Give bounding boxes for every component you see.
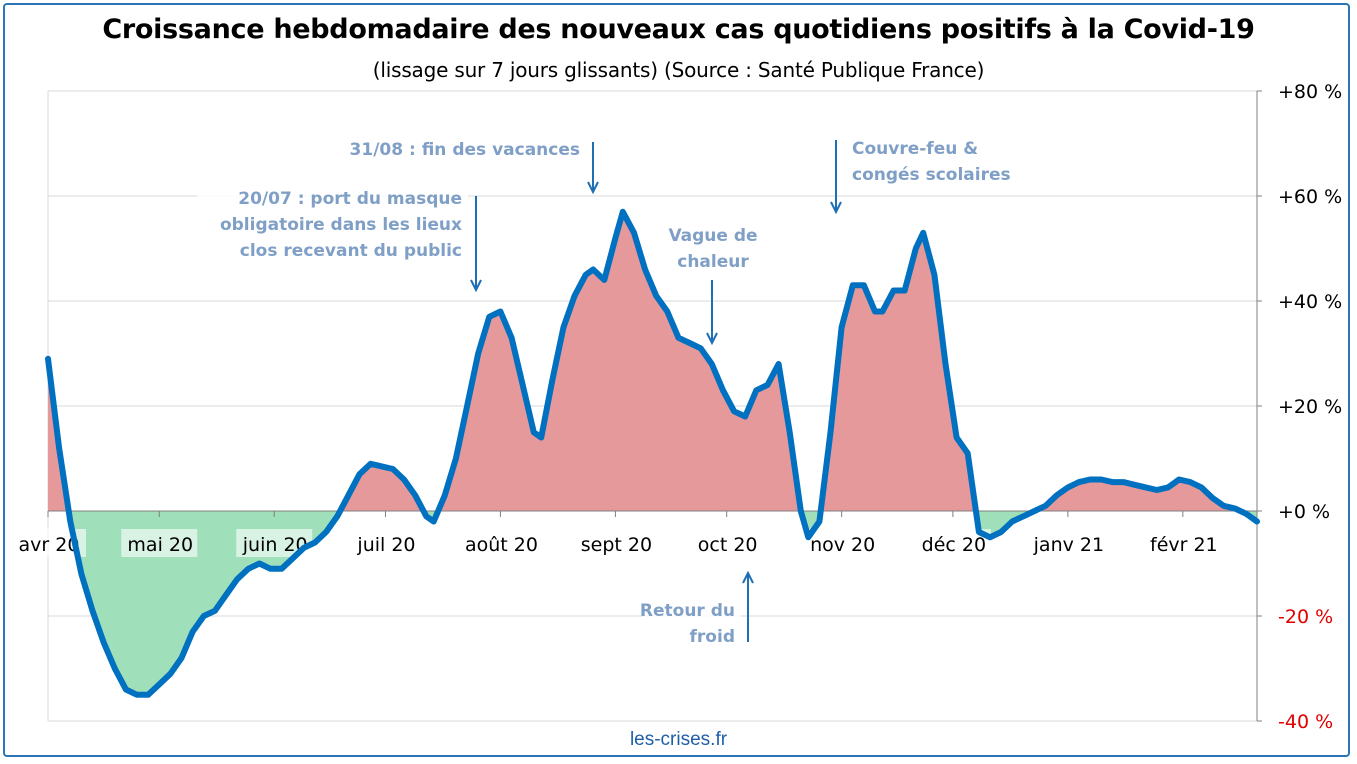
- x-tick-group: mai 20: [121, 529, 198, 557]
- annotation-bg: [196, 184, 469, 266]
- x-tick-label: août 20: [465, 534, 538, 556]
- x-tick-bg: [121, 529, 198, 557]
- x-tick-group: juil 20: [347, 529, 424, 557]
- x-tick-group: oct 20: [688, 529, 765, 557]
- annotation-arrowhead: [742, 570, 754, 584]
- series-line: [45, 208, 1260, 698]
- x-tick-bg: [462, 529, 539, 557]
- x-tick-group: nov 20: [803, 529, 880, 557]
- axis-layer: +80 % +60 % +40 % +20 % +0 % -20 % -40 % avr 20…: [10, 81, 1342, 733]
- chart-frame: [3, 3, 1350, 757]
- annotation-arrowhead: [830, 201, 842, 215]
- annotation: Vague de chaleur: [668, 221, 758, 346]
- annotation-text: 31/08 : fin des vacances: [350, 140, 580, 160]
- x-tick-bg: [688, 529, 765, 557]
- x-tick-bg: [577, 529, 654, 557]
- x-tick-group: déc 20: [914, 529, 991, 557]
- annotation-text: clos recevant du public: [240, 241, 462, 261]
- chart-subtitle: (lissage sur 7 jours glissants) (Source …: [372, 58, 985, 82]
- x-tick-group: févr 21: [1144, 529, 1221, 557]
- y-tick-label: -40 %: [1278, 711, 1333, 733]
- x-tick-group: janv 21: [1029, 529, 1106, 557]
- annotation-text: Couvre-feu &: [852, 139, 978, 159]
- x-tick-label: mai 20: [127, 534, 193, 556]
- annotation-text: obligatoire dans les lieux: [220, 215, 462, 235]
- annotation-text: Retour du: [640, 601, 735, 621]
- y-tick-label: +40 %: [1278, 291, 1342, 313]
- annotation-arrowhead: [587, 181, 599, 195]
- annotation-bg: [343, 135, 586, 165]
- chart-title: Croissance hebdomadaire des nouveaux cas…: [102, 14, 1255, 45]
- annotation-text: froid: [690, 627, 735, 647]
- x-tick-label: sept 20: [581, 534, 652, 556]
- x-tick-group: sept 20: [577, 529, 654, 557]
- y-tick-label: +0 %: [1278, 501, 1330, 523]
- x-tick-label: déc 20: [922, 534, 986, 556]
- x-tick-label: févr 21: [1150, 534, 1218, 556]
- y-tick-label: +80 %: [1278, 81, 1342, 103]
- annotation-bg: [668, 221, 758, 277]
- annotation: Retour du froid: [640, 570, 754, 652]
- y-tick-label: +60 %: [1278, 186, 1342, 208]
- x-tick-bg: [1029, 529, 1106, 557]
- x-tick-label: nov 20: [810, 534, 875, 556]
- x-tick-bg: [1144, 529, 1221, 557]
- x-tick-bg: [803, 529, 880, 557]
- annotation-bg: [846, 134, 1012, 190]
- annotation: 31/08 : fin des vacances: [343, 135, 599, 195]
- x-tick-group: août 20: [462, 529, 539, 557]
- annotation-arrowhead: [470, 279, 482, 293]
- x-tick-label: juin 20: [242, 534, 308, 556]
- x-tick-bg: [347, 529, 424, 557]
- x-tick-label: oct 20: [698, 534, 758, 556]
- annotation-text: congés scolaires: [852, 165, 1011, 185]
- annotation: 20/07 : port du masque obligatoire dans l…: [196, 184, 482, 293]
- annotation-layer: 20/07 : port du masque obligatoire dans l…: [196, 134, 1012, 652]
- x-tick-label: janv 21: [1033, 534, 1104, 556]
- annotation: Couvre-feu & congés scolaires: [830, 134, 1012, 215]
- x-tick-label: juil 20: [356, 534, 415, 556]
- y-tick-label: -20 %: [1278, 606, 1333, 628]
- line-layer: [45, 208, 1260, 698]
- annotation-text: Vague de: [668, 226, 757, 246]
- y-tick-label: +20 %: [1278, 396, 1342, 418]
- annotation-text: chaleur: [677, 252, 749, 272]
- source-label: les-crises.fr: [629, 729, 728, 750]
- annotation-arrowhead: [706, 332, 718, 346]
- x-tick-label: avr 20: [19, 534, 80, 556]
- annotation-text: 20/07 : port du masque: [238, 189, 462, 209]
- annotation-bg: [642, 596, 741, 652]
